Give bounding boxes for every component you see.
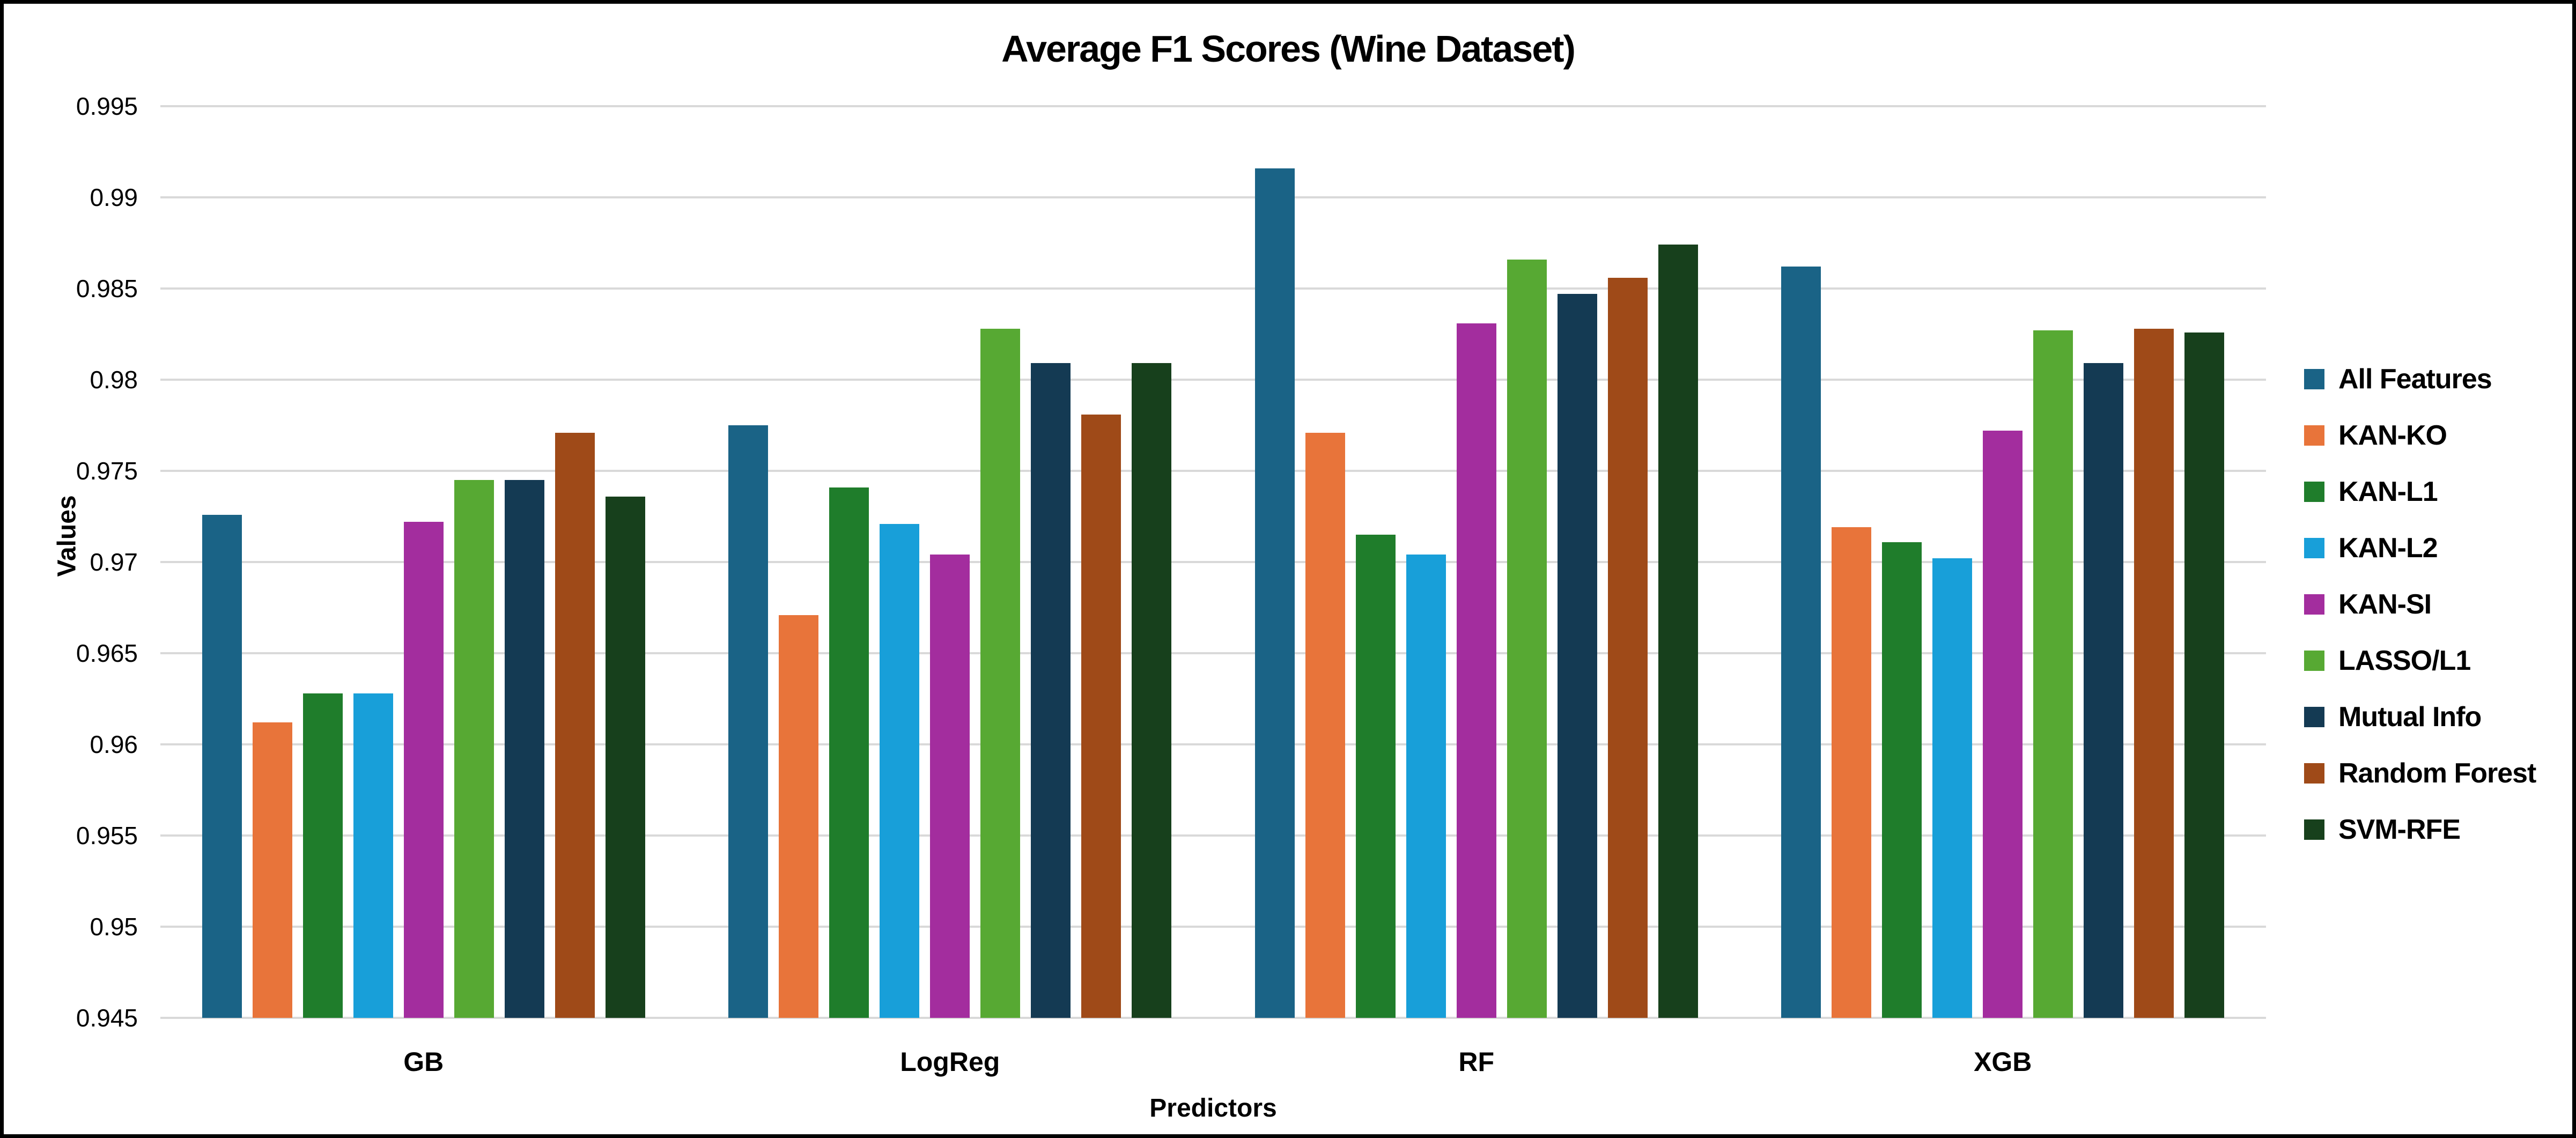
gridline: [160, 834, 2266, 837]
y-tick-label: 0.98: [90, 366, 138, 394]
bar-LogReg-Mutual Info: [1031, 363, 1071, 1018]
gridline: [160, 196, 2266, 198]
legend-label: Mutual Info: [2338, 701, 2482, 733]
legend-entry: SVM-RFE: [2304, 814, 2461, 846]
chart-title: Average F1 Scores (Wine Dataset): [1001, 28, 1576, 70]
x-tick-label: XGB: [1974, 1047, 2032, 1077]
bar-RF-KAN-L1: [1355, 535, 1396, 1018]
y-tick-label: 0.975: [76, 457, 138, 485]
y-tick-label: 0.985: [76, 275, 138, 302]
bar-GB-SVM-RFE: [605, 496, 645, 1018]
bar-XGB-KAN-KO: [1832, 527, 1872, 1018]
bar-LogReg-KAN-KO: [779, 615, 819, 1018]
bar-LogReg-Random Forest: [1081, 414, 1121, 1018]
bar-LogReg-All Features: [728, 425, 769, 1018]
y-tick-label: 0.99: [90, 183, 138, 211]
legend-label: LASSO/L1: [2338, 645, 2471, 676]
y-tick-label: 0.945: [76, 1004, 138, 1032]
legend-swatch: [2304, 819, 2324, 840]
bar-RF-Mutual Info: [1557, 294, 1597, 1018]
bar-XGB-LASSO/L1: [2033, 330, 2073, 1018]
x-tick-label: RF: [1458, 1047, 1495, 1077]
legend-entry: KAN-KO: [2304, 419, 2447, 452]
legend-label: SVM-RFE: [2338, 814, 2461, 845]
bar-XGB-All Features: [1781, 267, 1821, 1018]
x-tick-label: GB: [403, 1047, 444, 1077]
bar-GB-KAN-L2: [353, 693, 393, 1018]
gridline: [160, 1017, 2266, 1019]
legend-label: KAN-L1: [2338, 476, 2438, 507]
plot-area: 0.945 0.95 0.955 0.96 0.965 0.97 0.975 0.98 0.98…: [4, 4, 2572, 1134]
legend-entry: KAN-L2: [2304, 532, 2438, 564]
bar-GB-LASSO/L1: [454, 480, 494, 1018]
legend-swatch: [2304, 482, 2324, 502]
legend-swatch: [2304, 538, 2324, 558]
x-tick-label: LogReg: [900, 1047, 1000, 1077]
bar-RF-Random Forest: [1607, 277, 1648, 1018]
bar-XGB-Random Forest: [2134, 328, 2174, 1018]
legend-swatch: [2304, 594, 2324, 615]
gridline: [160, 743, 2266, 745]
gridline: [160, 926, 2266, 928]
gridline: [160, 105, 2266, 107]
bar-GB-All Features: [202, 514, 242, 1018]
bar-LogReg-SVM-RFE: [1132, 363, 1172, 1018]
legend-entry: KAN-SI: [2304, 588, 2432, 620]
legend-swatch: [2304, 651, 2324, 671]
legend-entry: Mutual Info: [2304, 701, 2482, 733]
bar-XGB-KAN-L1: [1882, 542, 1922, 1018]
bar-LogReg-KAN-L2: [880, 523, 920, 1018]
bar-RF-SVM-RFE: [1658, 245, 1698, 1018]
legend-label: KAN-SI: [2338, 589, 2432, 620]
gridline: [160, 470, 2266, 472]
x-axis-title: Predictors: [1149, 1094, 1277, 1122]
legend-entry: LASSO/L1: [2304, 645, 2471, 677]
bar-LogReg-LASSO/L1: [980, 328, 1021, 1018]
legend-swatch: [2304, 425, 2324, 446]
bar-LogReg-KAN-L1: [829, 487, 869, 1018]
y-tick-label: 0.965: [76, 639, 138, 667]
legend-entry: KAN-L1: [2304, 476, 2438, 508]
bar-GB-KAN-SI: [403, 522, 444, 1018]
bar-GB-KAN-L1: [302, 693, 343, 1018]
legend-swatch: [2304, 369, 2324, 389]
y-tick-label: 0.96: [90, 730, 138, 758]
y-tick-label: 0.955: [76, 822, 138, 849]
y-tick-label: 0.995: [76, 92, 138, 120]
legend-swatch: [2304, 707, 2324, 727]
y-tick-label: 0.97: [90, 548, 138, 576]
gridline: [160, 379, 2266, 381]
bar-XGB-KAN-SI: [1983, 431, 2023, 1018]
legend-label: Random Forest: [2338, 758, 2536, 789]
legend-label: KAN-L2: [2338, 533, 2438, 564]
gridline: [160, 652, 2266, 654]
legend-entry: Random Forest: [2304, 757, 2536, 789]
bar-RF-All Features: [1254, 168, 1295, 1018]
bar-XGB-Mutual Info: [2084, 363, 2124, 1018]
y-tick-label: 0.95: [90, 913, 138, 941]
bar-XGB-SVM-RFE: [2184, 332, 2225, 1018]
bar-GB-KAN-KO: [252, 722, 292, 1018]
legend-label: All Features: [2338, 364, 2492, 395]
bar-GB-Mutual Info: [504, 480, 544, 1018]
bar-RF-KAN-L2: [1406, 555, 1446, 1018]
legend-entry: All Features: [2304, 363, 2492, 395]
bar-XGB-KAN-L2: [1932, 558, 1973, 1018]
bar-LogReg-KAN-SI: [930, 555, 970, 1018]
bar-RF-KAN-KO: [1305, 432, 1345, 1018]
bar-RF-KAN-SI: [1456, 323, 1496, 1018]
legend-label: KAN-KO: [2338, 420, 2447, 451]
legend-swatch: [2304, 763, 2324, 784]
gridline: [160, 287, 2266, 290]
gridline: [160, 561, 2266, 563]
bar-GB-Random Forest: [555, 432, 595, 1018]
bar-RF-LASSO/L1: [1507, 259, 1547, 1018]
